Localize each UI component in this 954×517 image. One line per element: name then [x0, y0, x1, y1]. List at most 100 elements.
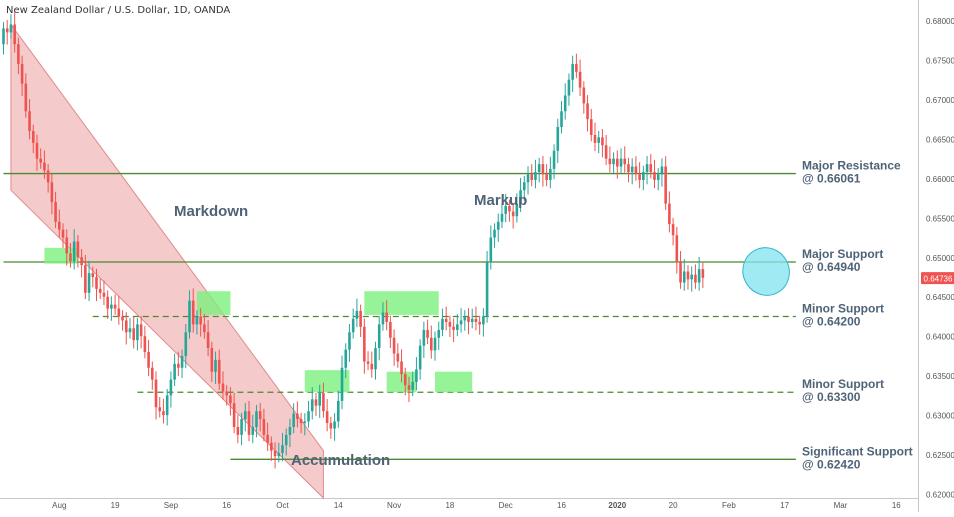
candle: [433, 331, 437, 361]
candle-body: [255, 411, 258, 427]
candle: [444, 306, 448, 331]
candle-body: [664, 166, 667, 204]
candle-body: [389, 322, 392, 338]
candle: [20, 55, 24, 96]
candle-body: [80, 257, 83, 266]
level-name: Minor Support: [802, 301, 884, 315]
candle-body: [582, 87, 586, 104]
candle-body: [199, 316, 202, 325]
candle-body: [496, 221, 500, 230]
candle-body: [50, 182, 54, 203]
candle: [623, 146, 627, 173]
candle: [203, 314, 206, 339]
candle: [344, 343, 348, 379]
candle-body: [177, 363, 180, 368]
candle: [470, 308, 474, 329]
candle-body: [39, 158, 42, 163]
candle-body: [675, 235, 679, 262]
candle: [39, 148, 42, 169]
candle: [582, 81, 586, 114]
candle-body: [266, 434, 269, 443]
candle-body: [110, 304, 113, 309]
candle: [671, 217, 675, 246]
candle-body: [474, 318, 478, 323]
candle-body: [392, 337, 396, 354]
candle: [675, 226, 679, 274]
candle-body: [84, 265, 87, 293]
candle-body: [444, 318, 448, 323]
candle-body: [247, 411, 251, 435]
candle-body: [24, 83, 28, 112]
candle-body: [452, 326, 455, 330]
candle: [567, 73, 571, 106]
candle-body: [340, 367, 344, 401]
candle: [69, 243, 72, 268]
candle-body: [634, 166, 638, 175]
x-tick-label: 17: [780, 501, 789, 510]
highlight-box: [364, 291, 439, 315]
candle-body: [467, 316, 470, 323]
level-value: @ 0.66061: [802, 172, 861, 186]
candle: [132, 316, 135, 349]
candle-body: [601, 137, 604, 146]
candle: [374, 341, 377, 380]
candle: [322, 382, 325, 418]
candle-body: [124, 320, 128, 333]
candle-body: [619, 158, 623, 167]
candle: [504, 193, 507, 223]
candle: [177, 351, 180, 377]
x-tick-label: Aug: [52, 501, 66, 510]
candle-body: [210, 348, 214, 372]
candle: [139, 316, 143, 349]
level-value: @ 0.62420: [802, 457, 861, 471]
candle-body: [701, 269, 705, 278]
candle: [656, 168, 660, 191]
x-tick-label: 14: [334, 501, 343, 510]
candle-body: [333, 421, 336, 429]
y-tick-label: 0.65000: [926, 254, 954, 263]
candle-body: [586, 103, 589, 120]
y-tick-label: 0.66000: [926, 175, 954, 184]
candle: [403, 367, 407, 396]
candle-body: [214, 359, 217, 372]
candle-body: [682, 271, 686, 283]
candle: [54, 191, 57, 229]
candle-body: [575, 63, 578, 72]
candle: [31, 124, 35, 154]
x-tick-label: Feb: [722, 501, 736, 510]
candle: [169, 371, 173, 408]
candle-body: [35, 142, 39, 159]
candle: [50, 174, 54, 215]
candle: [526, 166, 530, 195]
candle: [292, 403, 295, 434]
candle: [188, 290, 191, 339]
candle-body: [545, 174, 548, 180]
candle: [91, 266, 95, 288]
candle-body: [645, 164, 649, 173]
candle: [630, 158, 634, 185]
candle: [199, 308, 202, 337]
candle-body: [20, 63, 24, 84]
x-tick-label: Nov: [387, 501, 401, 510]
candle-body: [552, 150, 556, 169]
x-tick-label: 20: [669, 501, 678, 510]
candle-body: [560, 111, 563, 128]
candle-body: [307, 411, 310, 422]
y-tick-label: 0.65500: [926, 214, 954, 223]
candle-body: [351, 318, 355, 333]
candle: [452, 318, 455, 343]
candle-body: [433, 337, 437, 351]
candle-body: [121, 316, 124, 321]
candle: [284, 428, 288, 456]
candle: [545, 164, 548, 187]
candle: [396, 343, 400, 368]
candle: [664, 156, 667, 210]
candle: [604, 134, 608, 165]
candle: [270, 436, 273, 461]
candle-body: [437, 329, 441, 338]
candle: [46, 164, 50, 193]
y-tick-label: 0.67500: [926, 56, 954, 65]
candle: [13, 12, 16, 53]
candle: [244, 402, 247, 432]
candle: [147, 339, 150, 377]
